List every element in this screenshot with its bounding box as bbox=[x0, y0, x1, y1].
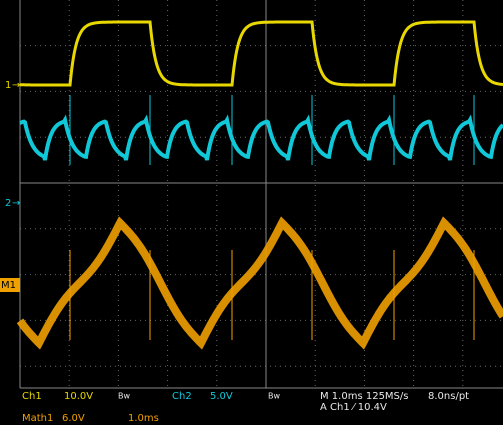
math-marker-box bbox=[0, 278, 20, 292]
ch2-trace bbox=[19, 114, 503, 161]
math-marker: M1 bbox=[1, 280, 16, 291]
ch1-trace bbox=[20, 20, 503, 87]
math-scale: 6.0V bbox=[62, 413, 85, 424]
timebase: M 1.0ms 125MS/s bbox=[320, 391, 408, 402]
ch1-marker: 1 bbox=[5, 80, 11, 91]
trigger: A Ch1 ⁄ 10.4V bbox=[320, 402, 387, 413]
math-trace bbox=[16, 216, 503, 350]
ch2-arrow: → bbox=[12, 198, 20, 209]
math-time: 1.0ms bbox=[128, 413, 159, 424]
ch1-bw: Bw bbox=[118, 392, 130, 401]
ch2-bw: Bw bbox=[268, 392, 280, 401]
math-label: Math1 bbox=[22, 413, 53, 424]
ch2-label: Ch2 bbox=[172, 391, 192, 402]
ch1-arrow: → bbox=[12, 80, 20, 91]
traces bbox=[16, 20, 503, 350]
ch2-scale: 5.0V bbox=[210, 391, 233, 402]
resolution: 8.0ns/pt bbox=[428, 391, 469, 402]
ch1-label: Ch1 bbox=[22, 391, 42, 402]
ch1-scale: 10.0V bbox=[64, 391, 93, 402]
ch2-marker: 2 bbox=[5, 198, 11, 209]
